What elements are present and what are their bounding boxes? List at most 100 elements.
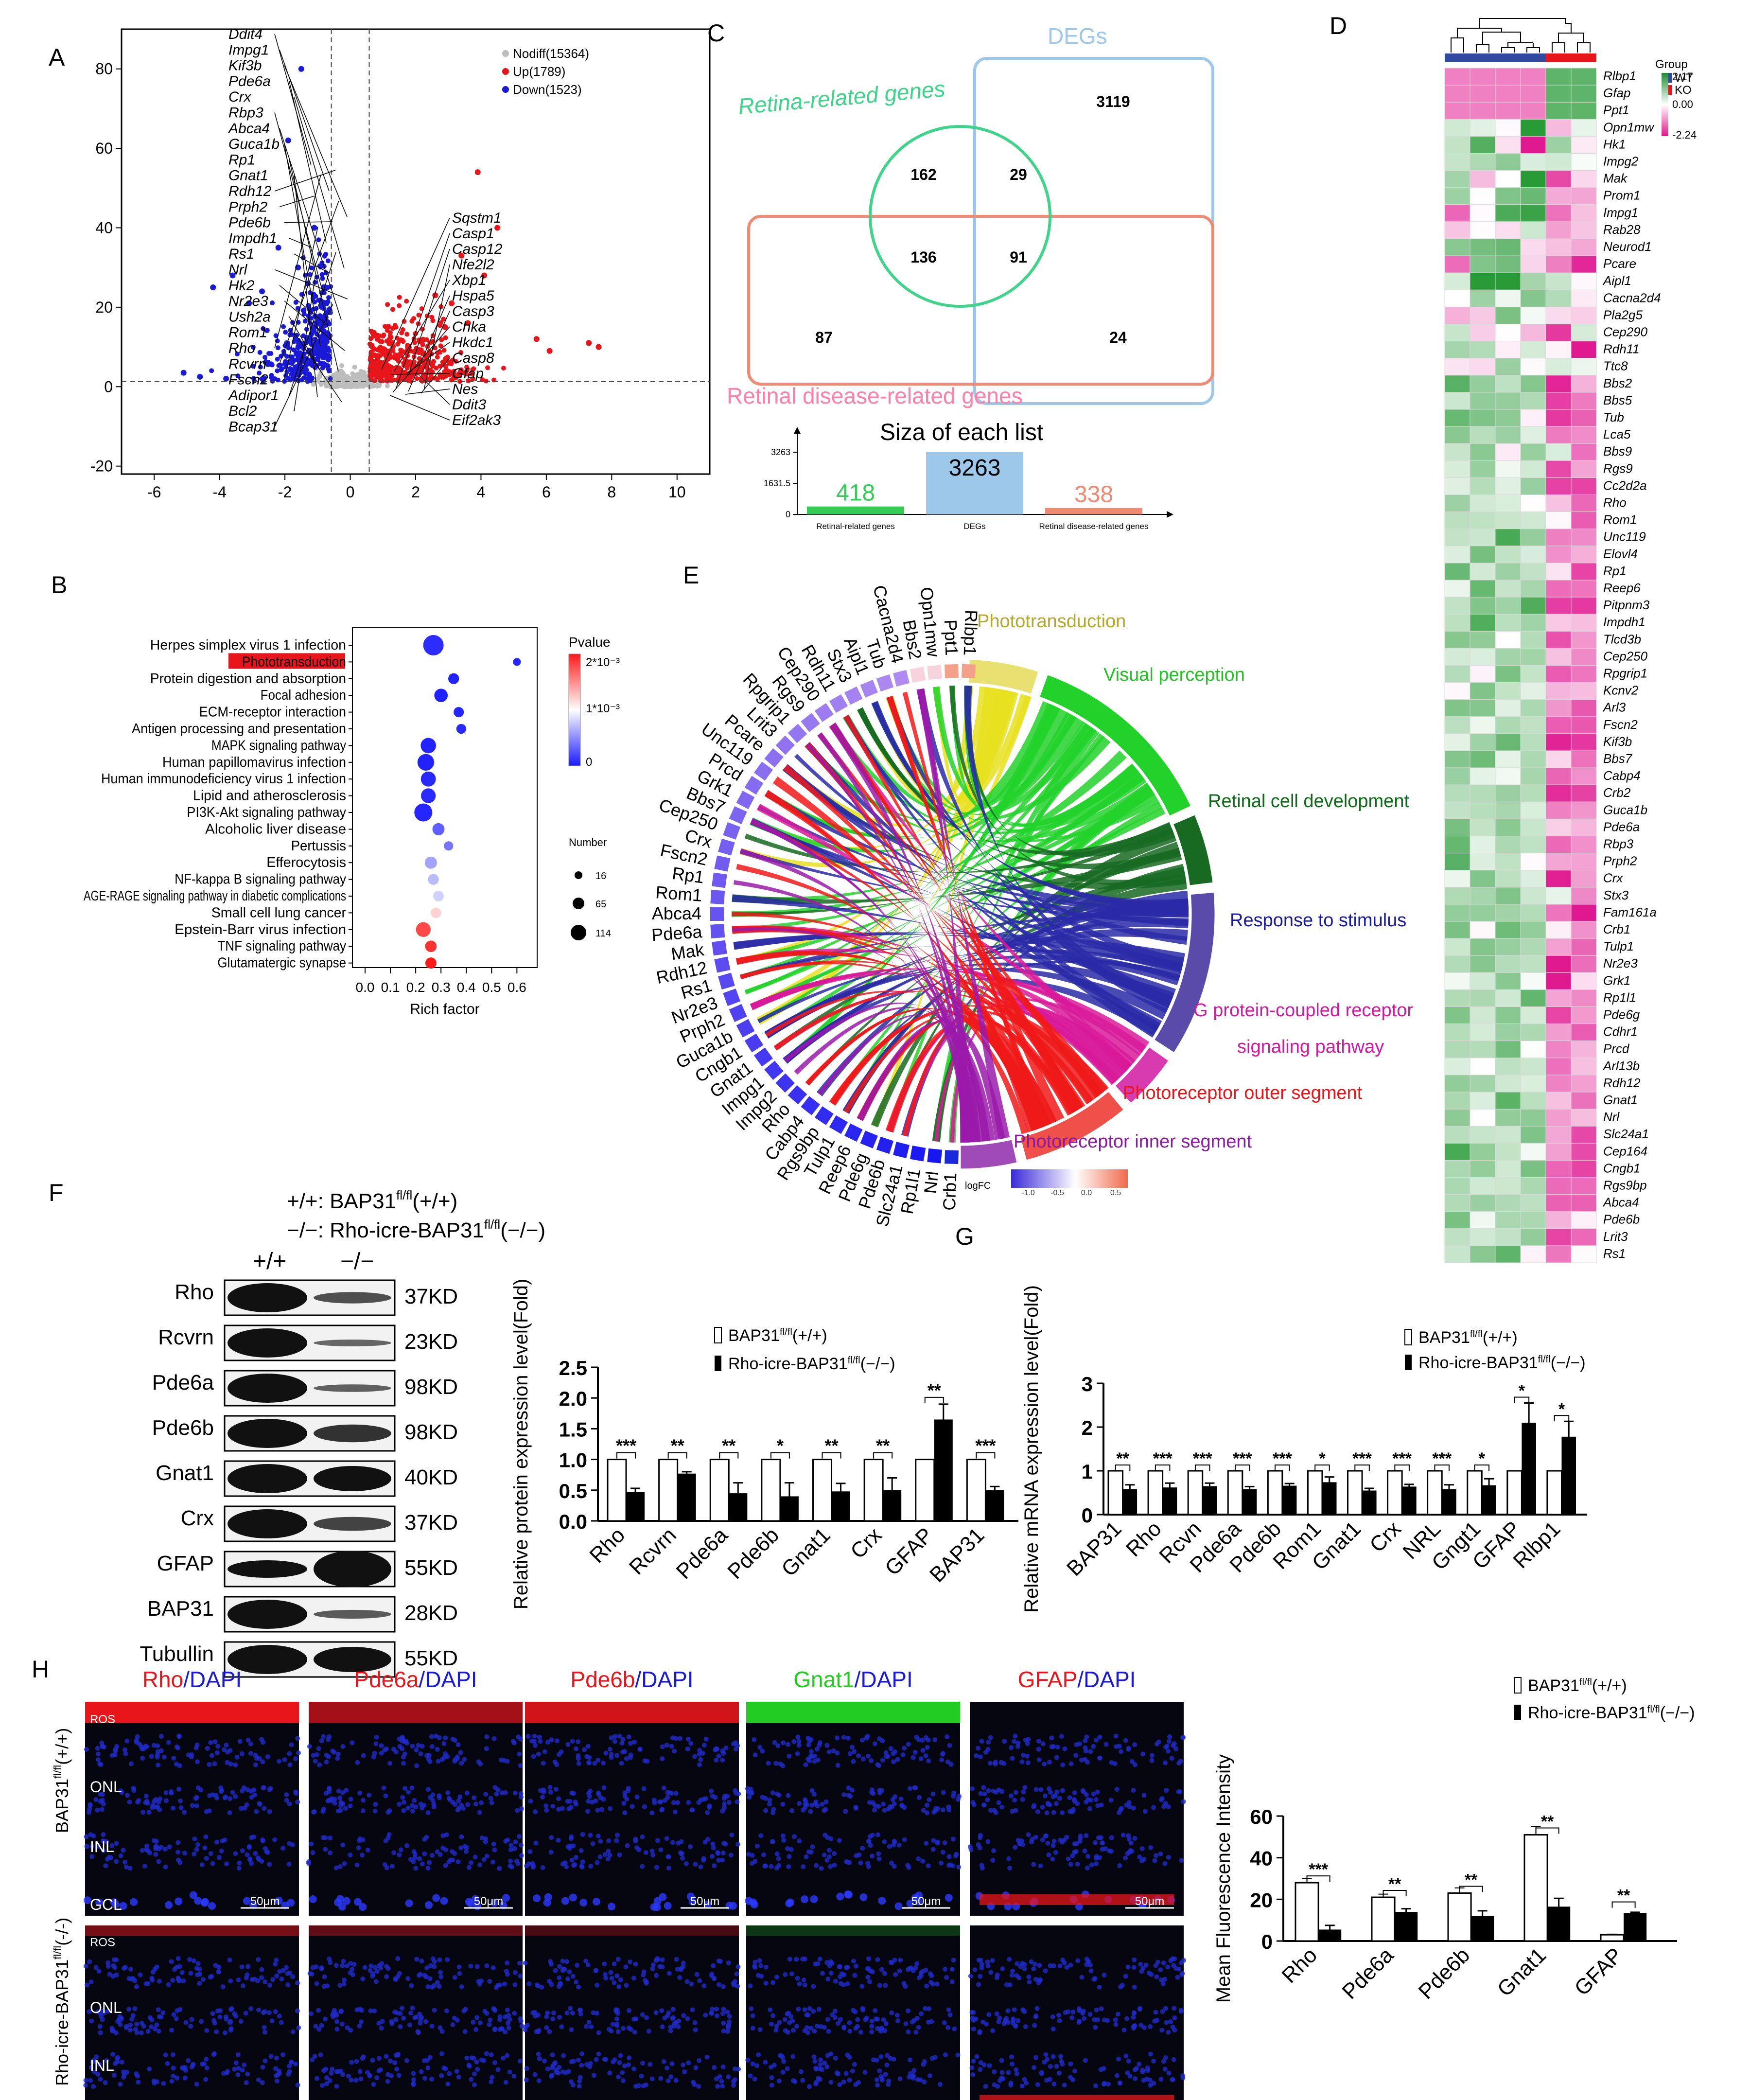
nucleus bbox=[340, 1744, 346, 1749]
heatmap-gene-label: Rab28 bbox=[1603, 222, 1641, 237]
heatmap-gene-label: Pde6b bbox=[1603, 1212, 1640, 1227]
nucleus bbox=[752, 1963, 757, 1969]
nucleus bbox=[812, 2029, 817, 2034]
down-point bbox=[292, 357, 297, 363]
down-point bbox=[283, 373, 288, 378]
heatmap-gene-label: Abca4 bbox=[1602, 1195, 1639, 1210]
heatmap-cell bbox=[1545, 392, 1572, 410]
nucleus bbox=[256, 1957, 261, 1962]
nucleus bbox=[721, 2029, 726, 2034]
nucleus bbox=[101, 1832, 106, 1837]
nucleus bbox=[357, 2069, 363, 2074]
heatmap-gene-label: Prom1 bbox=[1603, 188, 1641, 203]
venn-count-degs-only: 3119 bbox=[1096, 93, 1130, 110]
nucleus bbox=[568, 2006, 573, 2011]
nucleus bbox=[619, 1761, 624, 1766]
nucleus bbox=[1077, 1741, 1082, 1747]
heatmap-cell bbox=[1571, 1075, 1597, 1093]
nucleus bbox=[380, 2019, 385, 2024]
nucleus bbox=[401, 1800, 406, 1805]
logfc-title: logFC bbox=[965, 1181, 991, 1191]
list-bar-category: Retinal-related genes bbox=[816, 522, 895, 531]
pathway-label: Glutamatergic synapse bbox=[217, 955, 346, 971]
nucleus bbox=[674, 1957, 679, 1962]
nucleus bbox=[831, 1748, 836, 1753]
nucleus bbox=[620, 1737, 626, 1742]
heatmap-gene-label: Rs1 bbox=[1603, 1246, 1626, 1261]
nucleus bbox=[432, 2008, 437, 2013]
nucleus bbox=[114, 1744, 120, 1749]
blot-protein-label: Rcvrn bbox=[158, 1325, 214, 1349]
heatmap-cell bbox=[1545, 699, 1572, 717]
nucleus bbox=[96, 1844, 101, 1849]
down-point bbox=[281, 324, 286, 329]
nucleus bbox=[1042, 1793, 1048, 1799]
nucleus bbox=[752, 2076, 757, 2082]
bar-control bbox=[1546, 1470, 1562, 1516]
nucleus bbox=[871, 2057, 876, 2063]
nucleus bbox=[589, 2024, 594, 2029]
nucleus bbox=[547, 1785, 553, 1790]
heatmap-cell bbox=[1545, 989, 1572, 1007]
heatmap-cell bbox=[1495, 358, 1521, 376]
nucleus bbox=[1113, 1733, 1119, 1739]
leader-line bbox=[294, 332, 342, 403]
heatmap-cell bbox=[1545, 716, 1572, 734]
nucleus bbox=[189, 1891, 197, 1899]
nucleus bbox=[360, 1976, 366, 1981]
nucleus bbox=[402, 1751, 407, 1757]
nucleus bbox=[705, 1810, 710, 1815]
down-point bbox=[197, 373, 203, 380]
nucleus bbox=[437, 1984, 442, 1989]
heatmap-cell bbox=[1470, 392, 1496, 410]
nucleus bbox=[512, 1790, 518, 1796]
nucleus bbox=[930, 1847, 936, 1852]
heatmap-cell bbox=[1444, 614, 1470, 632]
nucleus bbox=[703, 1736, 709, 1742]
down-point bbox=[316, 237, 321, 243]
nucleus bbox=[419, 1959, 424, 1964]
nucleus bbox=[140, 1848, 145, 1853]
nucleus bbox=[429, 1984, 435, 1990]
nucleus bbox=[343, 1806, 348, 1811]
venn-count-retina-only: 162 bbox=[910, 166, 936, 183]
nucleus bbox=[939, 1860, 944, 1866]
nucleus bbox=[152, 1799, 157, 1804]
gene-square bbox=[876, 674, 894, 692]
heatmap-cell bbox=[1444, 375, 1470, 393]
heatmap-cell bbox=[1444, 477, 1470, 495]
size-legend-mid bbox=[573, 898, 584, 909]
chord-ribbons bbox=[732, 686, 1189, 1143]
x-tick-label: -2 bbox=[278, 483, 292, 501]
nucleus bbox=[750, 2026, 755, 2031]
heatmap-cell bbox=[1520, 614, 1546, 632]
pathway-dot bbox=[417, 754, 435, 771]
nucleus bbox=[362, 1965, 368, 1970]
nucleus bbox=[168, 1789, 174, 1794]
nucleus bbox=[327, 1835, 332, 1841]
nucleus bbox=[583, 1959, 589, 1964]
heatmap-cell bbox=[1571, 784, 1597, 802]
legend-nodiff-marker bbox=[502, 50, 509, 57]
leader-line bbox=[409, 248, 450, 371]
nucleus bbox=[731, 2079, 736, 2084]
heatmap-cell bbox=[1495, 904, 1521, 922]
nucleus bbox=[337, 1864, 343, 1870]
nucleus bbox=[1097, 1755, 1102, 1761]
nucleus bbox=[685, 2016, 690, 2021]
nucleus bbox=[595, 1860, 600, 1865]
pathway-dot bbox=[425, 940, 437, 953]
heatmap-cell bbox=[1495, 1006, 1521, 1024]
heatmap-cell bbox=[1444, 887, 1470, 905]
nucleus bbox=[1075, 1801, 1080, 1806]
nucleus bbox=[290, 2029, 296, 2034]
up-point bbox=[404, 299, 409, 304]
heatmap-cell bbox=[1545, 870, 1572, 888]
nucleus bbox=[875, 1762, 880, 1767]
nucleus bbox=[930, 1791, 936, 1797]
up-point bbox=[441, 317, 446, 322]
nucleus bbox=[1032, 1803, 1037, 1808]
up-point bbox=[438, 320, 444, 325]
nucleus bbox=[754, 1843, 760, 1849]
nucleus bbox=[111, 1963, 116, 1968]
